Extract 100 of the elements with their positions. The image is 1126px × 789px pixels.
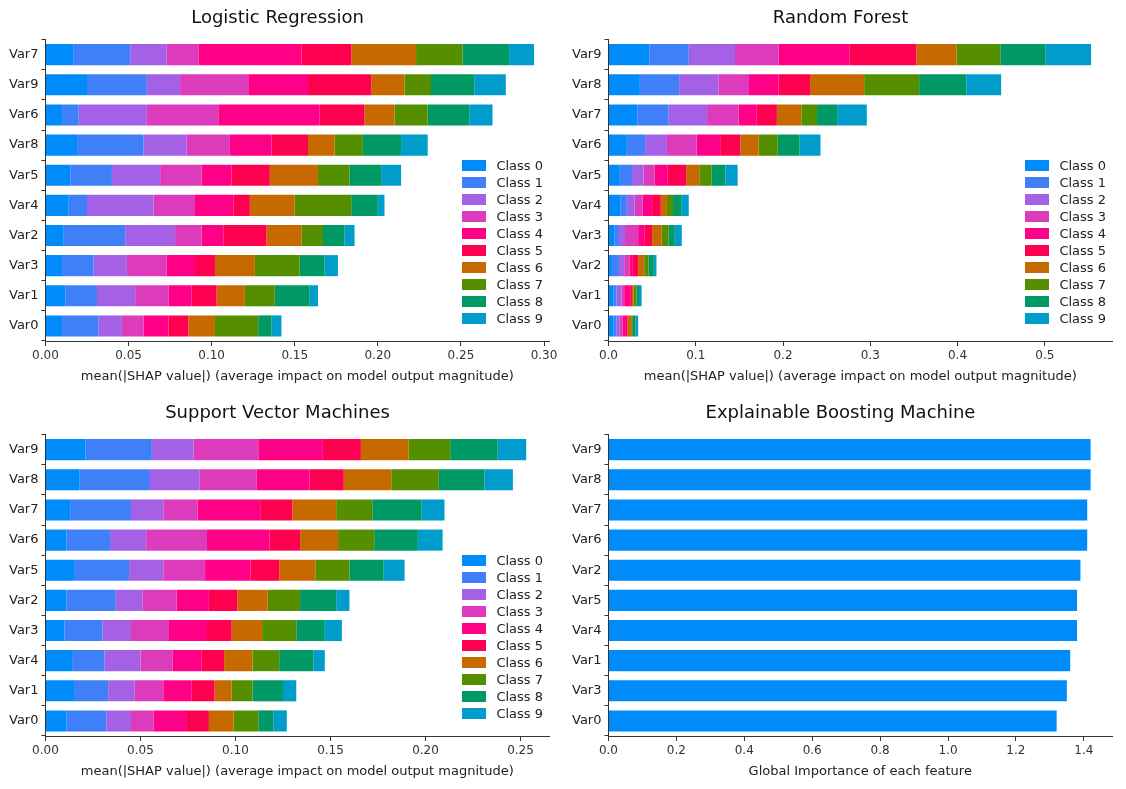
bar (718, 74, 749, 96)
legend-label: Class 3 (1059, 208, 1106, 225)
y-tick-label: Var6 (9, 106, 39, 122)
legend-label: Class 8 (1059, 293, 1106, 310)
bar (45, 164, 71, 186)
bar (438, 469, 485, 491)
bar (125, 224, 176, 247)
x-tick-label: 0.05 (115, 348, 142, 363)
legend-label: Class 2 (496, 191, 543, 208)
bar (309, 469, 344, 491)
bar (497, 439, 527, 461)
bar (252, 680, 283, 702)
bar (624, 285, 631, 307)
bar (45, 439, 86, 461)
x-tick-label: 1.0 (938, 743, 958, 758)
bar (638, 255, 645, 277)
legend-label: Class 7 (496, 671, 543, 688)
bar (195, 194, 234, 216)
bar (269, 164, 319, 186)
bar (135, 285, 169, 307)
bar (660, 194, 667, 216)
y-tick-label: Var0 (572, 317, 602, 333)
bar (681, 194, 689, 216)
bar (645, 134, 667, 156)
bar (608, 680, 1067, 702)
bar (188, 315, 215, 337)
bar (334, 134, 363, 156)
y-tick-label: Var8 (9, 136, 39, 152)
bar (707, 104, 739, 126)
x-tick-label: 0.2 (773, 348, 793, 363)
bar (279, 650, 314, 672)
bar (319, 104, 365, 126)
bar (756, 104, 777, 126)
bar (608, 650, 1071, 672)
bar (421, 499, 445, 521)
y-tick-label: Var5 (572, 591, 602, 607)
bar (618, 255, 625, 277)
bar (608, 315, 614, 337)
chart-title: Random Forest (772, 6, 909, 28)
y-tick-label: Var6 (572, 136, 602, 152)
bar (608, 285, 614, 307)
x-axis-title: mean(|SHAP value|) (average impact on model output magnitude) (80, 367, 514, 383)
y-tick-label: Var3 (9, 621, 39, 637)
bar (629, 255, 633, 277)
bar (166, 44, 199, 66)
bar (351, 44, 417, 66)
bar (777, 134, 800, 156)
bar (608, 559, 1081, 581)
legend-label: Class 6 (496, 259, 543, 276)
bar (383, 559, 405, 581)
bar (62, 255, 94, 277)
bar (191, 680, 215, 702)
bar (644, 224, 653, 247)
bar (237, 589, 268, 611)
legend-label: Class 7 (496, 276, 543, 293)
bar (639, 74, 680, 96)
bar (115, 589, 143, 611)
bar (626, 134, 646, 156)
bar (608, 439, 1091, 461)
bar (469, 104, 493, 126)
bar (45, 710, 67, 732)
y-tick-label: Var7 (572, 501, 602, 517)
bar (638, 224, 645, 247)
bar (121, 315, 144, 337)
bar (160, 164, 202, 186)
bar (1000, 44, 1046, 66)
legend-label: Class 0 (496, 157, 543, 174)
y-tick-label: Var2 (572, 257, 602, 273)
bar (224, 650, 253, 672)
bar (381, 164, 402, 186)
legend-label: Class 7 (1059, 276, 1106, 293)
legend-label: Class 9 (496, 310, 543, 327)
y-tick-label: Var2 (572, 561, 602, 577)
bar (70, 499, 131, 521)
bar (666, 194, 674, 216)
legend-label: Class 5 (1059, 242, 1106, 259)
bar (206, 529, 270, 551)
bar (608, 619, 1078, 642)
bar (725, 164, 738, 186)
bar (608, 194, 621, 216)
legend-label: Class 4 (1059, 225, 1106, 242)
bar (175, 224, 202, 247)
bar (73, 44, 131, 66)
y-tick-label: Var9 (9, 441, 39, 457)
legend-label: Class 5 (496, 242, 543, 259)
bar (201, 164, 232, 186)
bar (205, 559, 251, 581)
y-tick-label: Var1 (9, 682, 39, 698)
bar (216, 285, 245, 307)
bar (699, 164, 712, 186)
bar (168, 315, 189, 337)
bar (416, 44, 463, 66)
bar (186, 710, 209, 732)
y-tick-label: Var5 (572, 166, 602, 182)
bar (634, 194, 643, 216)
bar (96, 285, 136, 307)
bar (408, 439, 451, 461)
bar (45, 315, 63, 337)
bar (180, 74, 249, 96)
bar (817, 104, 838, 126)
